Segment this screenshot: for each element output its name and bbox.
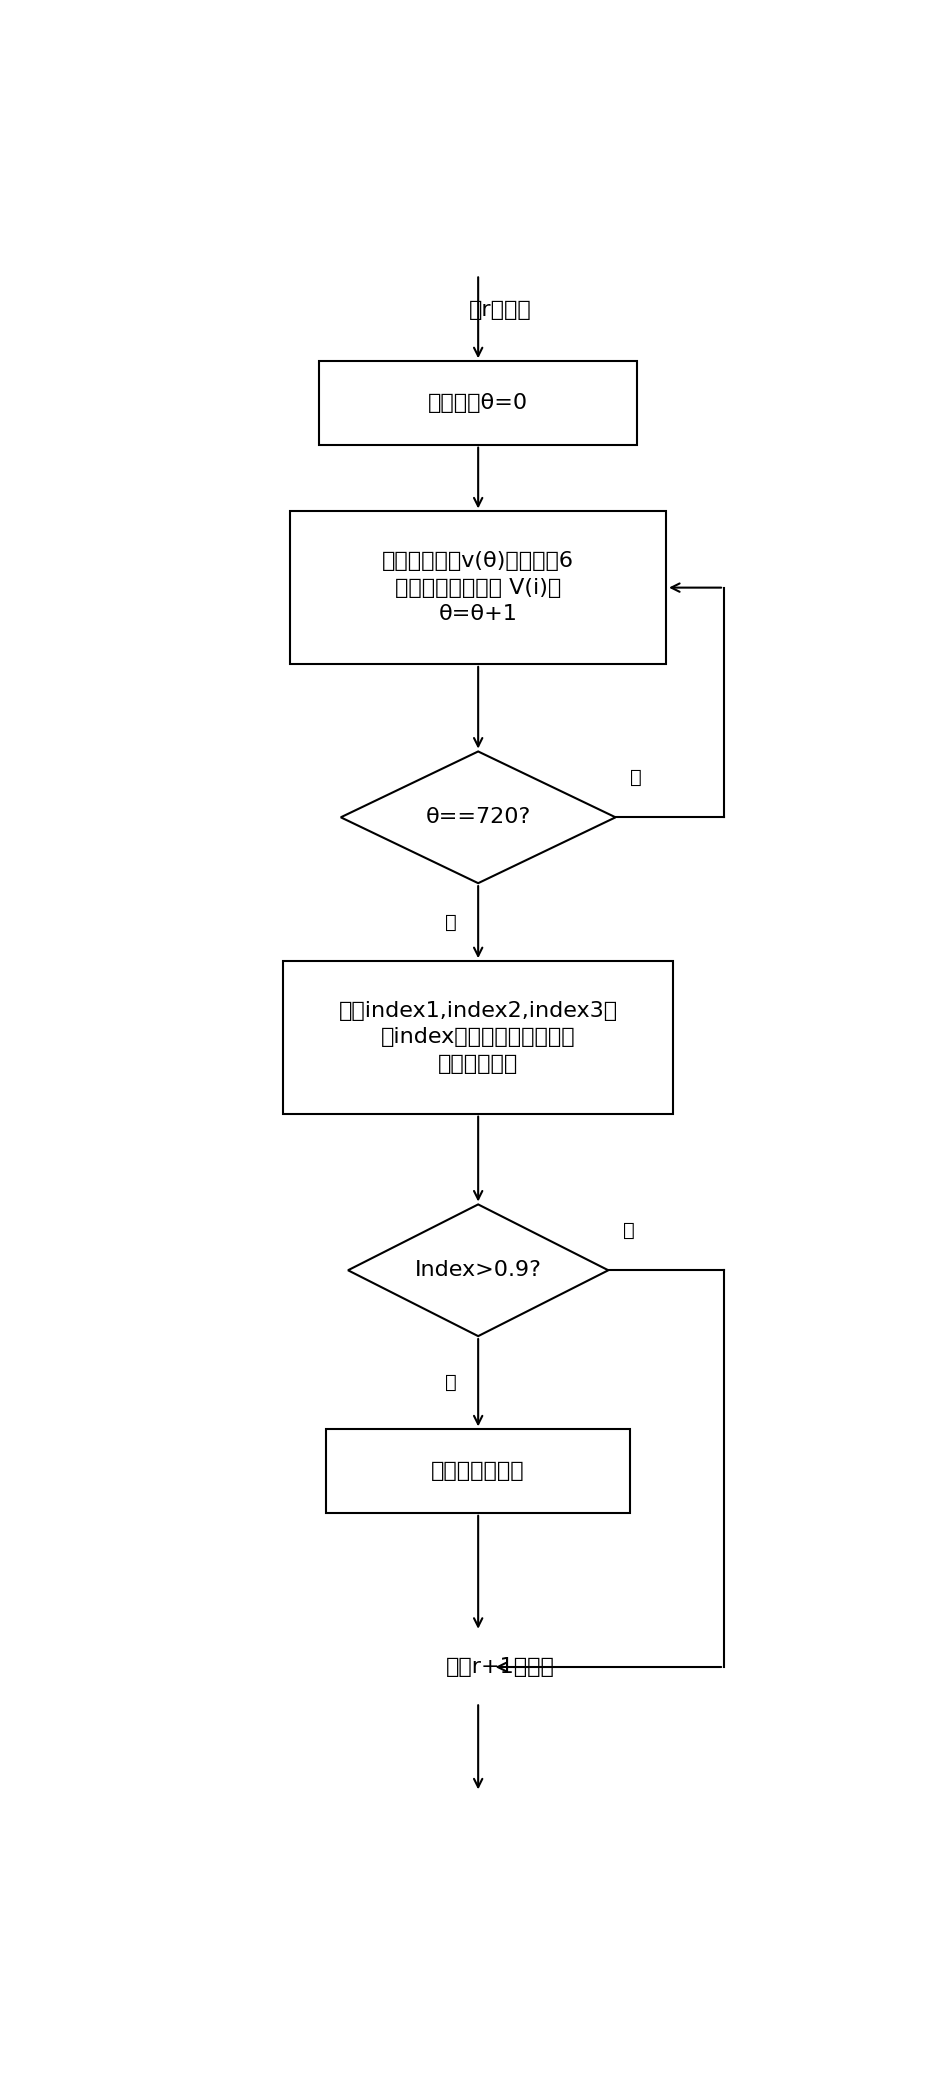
Text: 计算瞬时速度v(θ)；计算每6
度的平均瞬时速度 V(i)；
θ=θ+1: 计算瞬时速度v(θ)；计算每6 度的平均瞬时速度 V(i)； θ=θ+1 — [383, 551, 574, 624]
Text: 是: 是 — [445, 1373, 456, 1391]
Text: 否: 否 — [622, 1220, 634, 1241]
Text: 计算index1,index2,index3以
及index，将计算结果送显示
装置滚动显示: 计算index1,index2,index3以 及index，将计算结果送显示 … — [339, 1001, 618, 1074]
Bar — [319, 361, 637, 444]
Polygon shape — [341, 751, 616, 882]
Bar — [327, 1429, 630, 1512]
Text: 曲轴角度θ=0: 曲轴角度θ=0 — [428, 392, 528, 413]
Text: Index>0.9?: Index>0.9? — [415, 1260, 541, 1281]
Polygon shape — [348, 1204, 608, 1337]
Text: 进入r+1个周期: 进入r+1个周期 — [445, 1656, 554, 1677]
Bar — [290, 511, 666, 663]
Text: 否: 否 — [630, 768, 642, 786]
Bar — [283, 962, 674, 1114]
Text: 第r个周期: 第r个周期 — [468, 300, 531, 319]
Text: 是: 是 — [445, 912, 456, 932]
Text: 通过蜂鸣器预警: 通过蜂鸣器预警 — [431, 1460, 525, 1481]
Text: θ==720?: θ==720? — [425, 807, 531, 828]
